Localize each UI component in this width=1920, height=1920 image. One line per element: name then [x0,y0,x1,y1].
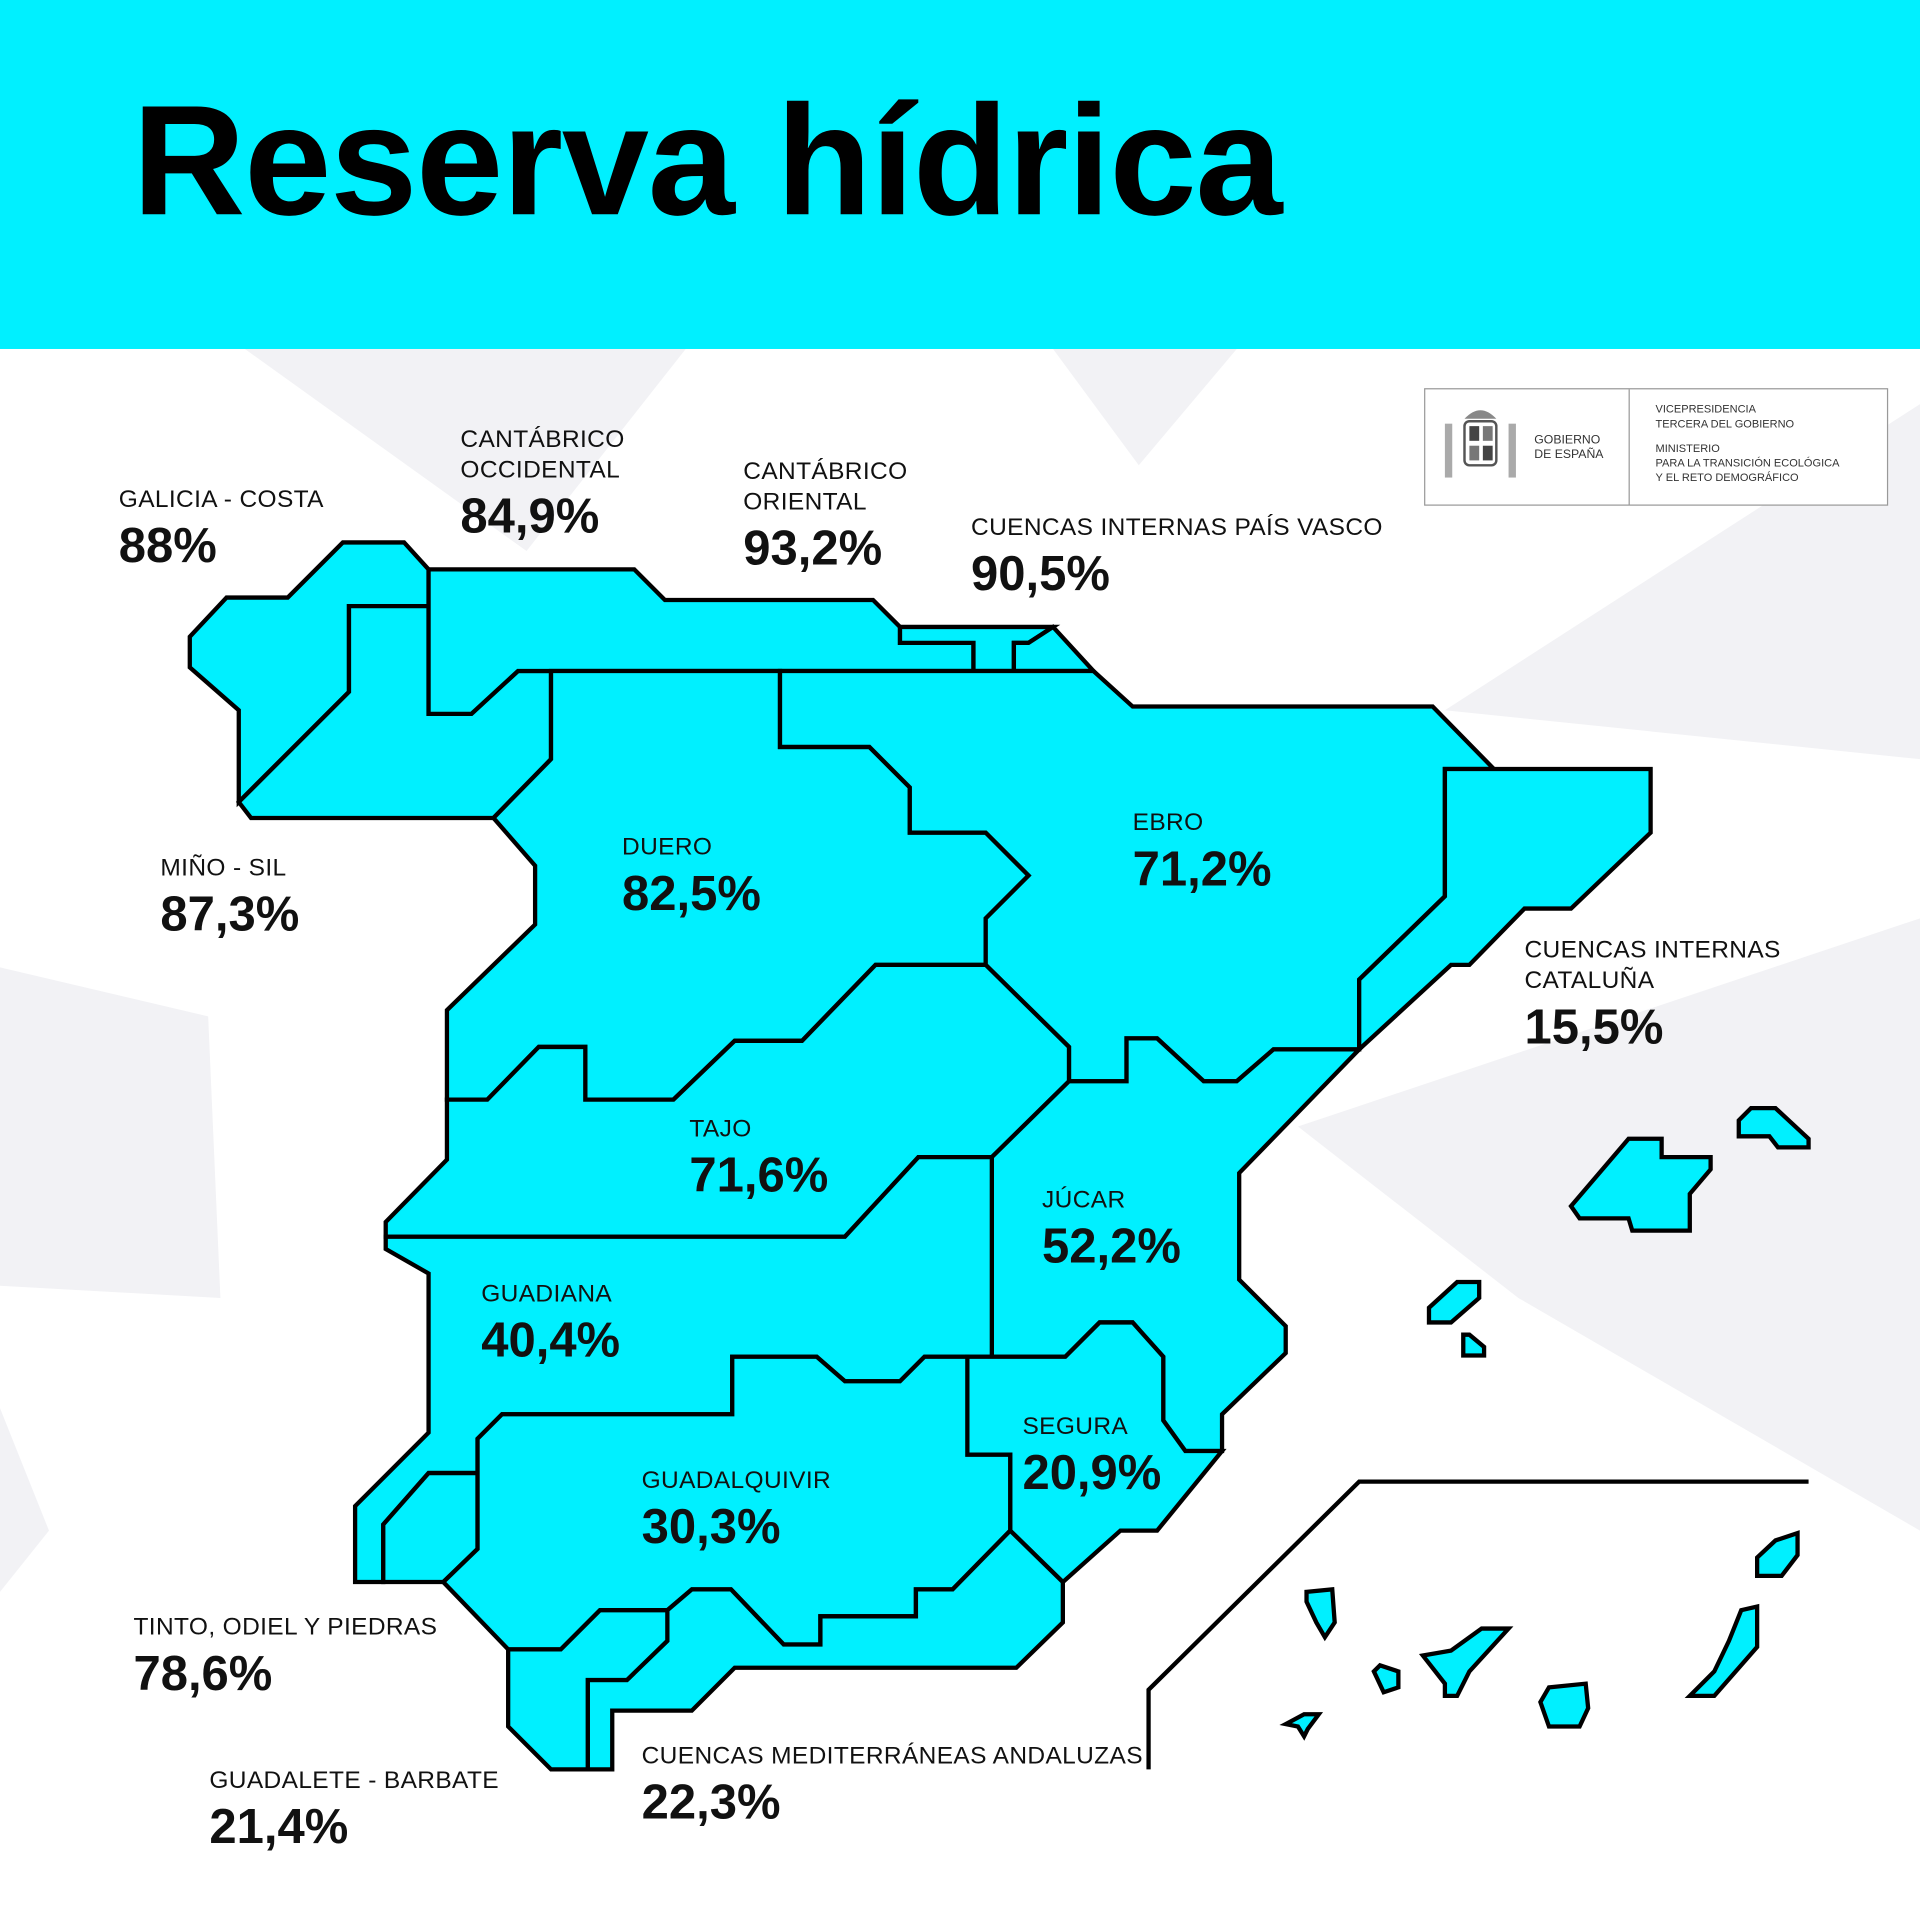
basin-name: SEGURA [1022,1413,1129,1441]
island-tenerife [1418,1626,1514,1699]
basin-value: 30,3% [641,1500,781,1554]
label-pais-vasco: CUENCAS INTERNAS PAÍS VASCO 90,5% [971,513,1383,602]
label-tajo: TAJO 71,6% [689,1114,828,1200]
basin-value: 21,4% [209,1800,349,1854]
basin-name: GALICIA - COSTA [118,486,324,514]
ministry-text: VICEPRESIDENCIA TERCERA DEL GOBIERNO MIN… [1656,402,1840,485]
basin-name: CUENCAS INTERNAS CATALUÑA [1524,936,1781,995]
island-fuerteventura [1684,1603,1760,1699]
label-jucar: JÚCAR 52,2% [1042,1185,1181,1271]
basin-value: 15,5% [1524,1000,1664,1055]
label-mediterraneas-andaluzas: CUENCAS MEDITERRÁNEAS ANDALUZAS 22,3% [641,1741,1143,1830]
region-guadalete-barbate[interactable] [506,1608,670,1772]
region-cataluna[interactable] [1357,766,1653,1055]
basin-value: 84,9% [460,489,600,544]
basin-name: EBRO [1132,809,1204,837]
island-mallorca [1568,1136,1713,1233]
government-text: GOBIERNO DE ESPAÑA [1534,433,1604,462]
island-la-palma [1304,1587,1337,1642]
island-menorca [1736,1106,1811,1150]
label-cantabrico-oriental: CANTÁBRICO ORIENTAL 93,2% [743,457,907,573]
label-duero: DUERO 82,5% [622,833,761,921]
coat-of-arms-icon [1444,410,1516,478]
label-guadalete-barbate: GUADALETE - BARBATE 21,4% [209,1766,499,1854]
label-mino-sil: MIÑO - SIL 87,3% [160,853,299,939]
basin-name: DUERO [622,833,713,861]
label-guadalquivir: GUADALQUIVIR 30,3% [641,1466,832,1554]
basin-value: 71,6% [689,1148,829,1203]
region-pais-vasco[interactable] [1011,624,1099,674]
label-galicia-costa: GALICIA - COSTA 88% [118,485,324,574]
basin-name: TAJO [689,1115,752,1143]
basin-name: TINTO, ODIEL Y PIEDRAS [133,1613,438,1641]
basin-value: 20,9% [1022,1446,1162,1501]
island-ibiza [1426,1279,1482,1325]
basin-name: GUADALQUIVIR [641,1466,832,1494]
basin-value: 40,4% [481,1313,621,1368]
basin-name: CUENCAS MEDITERRÁNEAS ANDALUZAS [641,1742,1143,1770]
basin-name: GUADALETE - BARBATE [209,1766,499,1794]
label-cantabrico-occidental: CANTÁBRICO OCCIDENTAL 84,9% [460,425,624,541]
basin-value: 93,2% [743,521,883,576]
basin-name: CANTÁBRICO ORIENTAL [743,457,908,516]
basin-value: 82,5% [622,866,761,921]
ministry-name: MINISTERIO PARA LA TRANSICIÓN ECOLÓGICA … [1655,442,1840,484]
label-ebro: EBRO 71,2% [1132,808,1272,897]
vicepresidency-text: VICEPRESIDENCIA TERCERA DEL GOBIERNO [1655,402,1795,430]
header-banner: Reserva hídrica [0,0,1920,349]
basin-value: 71,2% [1132,842,1272,897]
background-shapes [0,348,1920,1592]
island-formentera [1461,1332,1487,1358]
government-logo: GOBIERNO DE ESPAÑA VICEPRESIDENCIA TERCE… [1424,388,1889,506]
label-guadiana: GUADIANA 40,4% [481,1280,621,1368]
island-la-gomera [1371,1662,1401,1695]
island-lanzarote [1755,1530,1800,1579]
basin-name: GUADIANA [481,1280,613,1308]
basin-value: 87,3% [160,887,300,942]
island-gran-canaria [1538,1681,1591,1729]
basin-value: 52,2% [1042,1219,1181,1274]
island-el-hierro [1279,1712,1324,1741]
basin-name: MIÑO - SIL [160,854,287,882]
label-tinto-odiel-piedras: TINTO, ODIEL Y PIEDRAS 78,6% [133,1613,438,1701]
basin-value: 22,3% [641,1775,781,1830]
canary-inset-border [1146,1479,1809,1770]
basin-value: 78,6% [133,1646,273,1701]
basin-name: CANTÁBRICO OCCIDENTAL [460,426,625,484]
basin-name: CUENCAS INTERNAS PAÍS VASCO [971,514,1383,542]
basin-name: JÚCAR [1042,1186,1126,1214]
label-cataluna: CUENCAS INTERNAS CATALUÑA 15,5% [1524,936,1780,1052]
basin-value: 88% [118,519,217,574]
basin-value: 90,5% [971,547,1110,602]
page-title: Reserva hídrica [132,73,1282,249]
logo-divider [1628,389,1630,505]
label-segura: SEGURA 20,9% [1022,1412,1162,1501]
